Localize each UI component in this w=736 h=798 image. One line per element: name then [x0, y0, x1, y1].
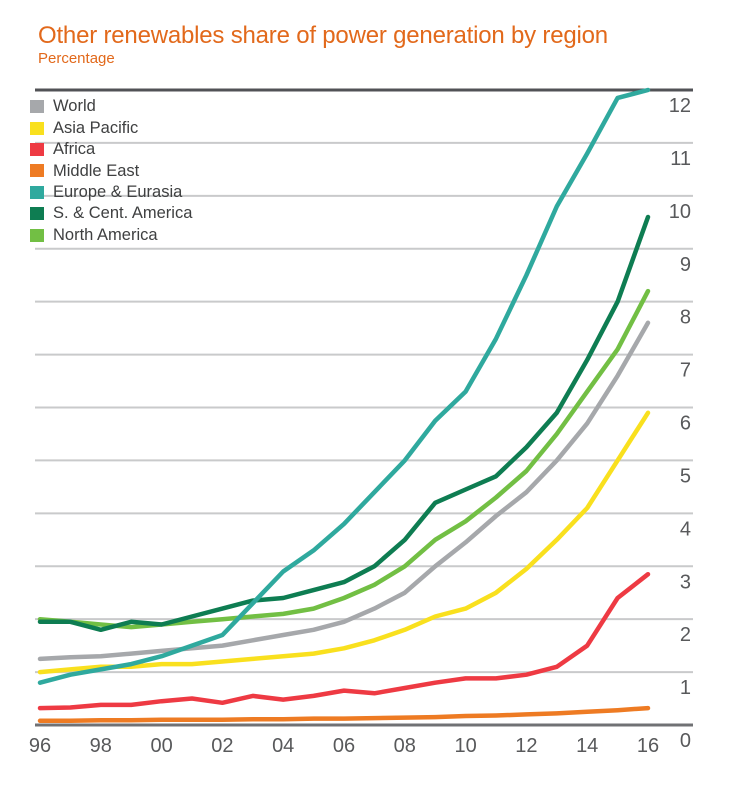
series-line-s-cent-america: [37, 214, 651, 633]
y-axis-label: 7: [680, 360, 691, 382]
legend-swatch-icon: [30, 142, 44, 156]
y-axis-label: 5: [680, 465, 691, 487]
y-axis-label: 12: [669, 95, 691, 117]
y-axis-label: 11: [670, 148, 691, 170]
legend-item: Middle East: [30, 160, 192, 181]
legend-item: Europe & Eurasia: [30, 182, 192, 203]
y-axis-label: 0: [680, 730, 691, 752]
x-axis-label: 98: [90, 735, 112, 757]
legend-swatch-icon: [30, 164, 44, 178]
y-axis-label: 3: [680, 571, 691, 593]
y-axis-label: 6: [680, 413, 691, 435]
x-axis-label: 00: [150, 735, 172, 757]
x-axis-label: 06: [333, 735, 355, 757]
x-axis-label: 16: [637, 735, 659, 757]
chart-subtitle: Percentage: [38, 50, 115, 67]
legend-item: World: [30, 96, 192, 117]
chart-legend: World Asia Pacific Africa Middle East Europe…: [30, 96, 192, 246]
series-line-europe-eurasia: [37, 87, 651, 685]
x-axis-label: 12: [515, 735, 537, 757]
chart-title: Other renewables share of power generati…: [38, 22, 608, 49]
x-axis-label: 96: [29, 735, 51, 757]
x-axis-label: 08: [394, 735, 416, 757]
legend-label: Asia Pacific: [53, 118, 139, 137]
legend-swatch-icon: [30, 207, 44, 221]
legend-label: S. & Cent. America: [53, 204, 193, 223]
legend-label: Middle East: [53, 161, 140, 180]
x-axis-label: 14: [576, 735, 598, 757]
legend-label: World: [53, 97, 96, 116]
y-axis-label: 10: [669, 201, 691, 223]
legend-swatch-icon: [30, 100, 44, 114]
series-line-asia-pacific: [37, 410, 651, 675]
legend-item: S. & Cent. America: [30, 203, 192, 224]
y-axis-label: 1: [680, 677, 691, 699]
y-axis-label: 9: [680, 254, 691, 276]
series-line-middle-east: [37, 705, 651, 724]
x-axis-label: 04: [272, 735, 294, 757]
legend-swatch-icon: [30, 185, 44, 199]
legend-item: Africa: [30, 139, 192, 160]
legend-label: Africa: [53, 140, 96, 159]
legend-swatch-icon: [30, 121, 44, 135]
legend-swatch-icon: [30, 228, 44, 242]
series-line-north-america: [37, 288, 651, 630]
legend-label: Europe & Eurasia: [53, 183, 183, 201]
y-axis-label: 8: [680, 307, 691, 329]
legend-item: Asia Pacific: [30, 117, 192, 138]
series-line-africa: [37, 571, 651, 711]
x-axis-label: 02: [211, 735, 233, 757]
y-axis-label: 2: [680, 624, 691, 646]
y-axis-label: 4: [680, 518, 691, 540]
legend-item: North America: [30, 224, 192, 245]
series-line-world: [37, 320, 651, 662]
legend-label: North America: [53, 225, 158, 244]
x-axis-label: 10: [454, 735, 476, 757]
